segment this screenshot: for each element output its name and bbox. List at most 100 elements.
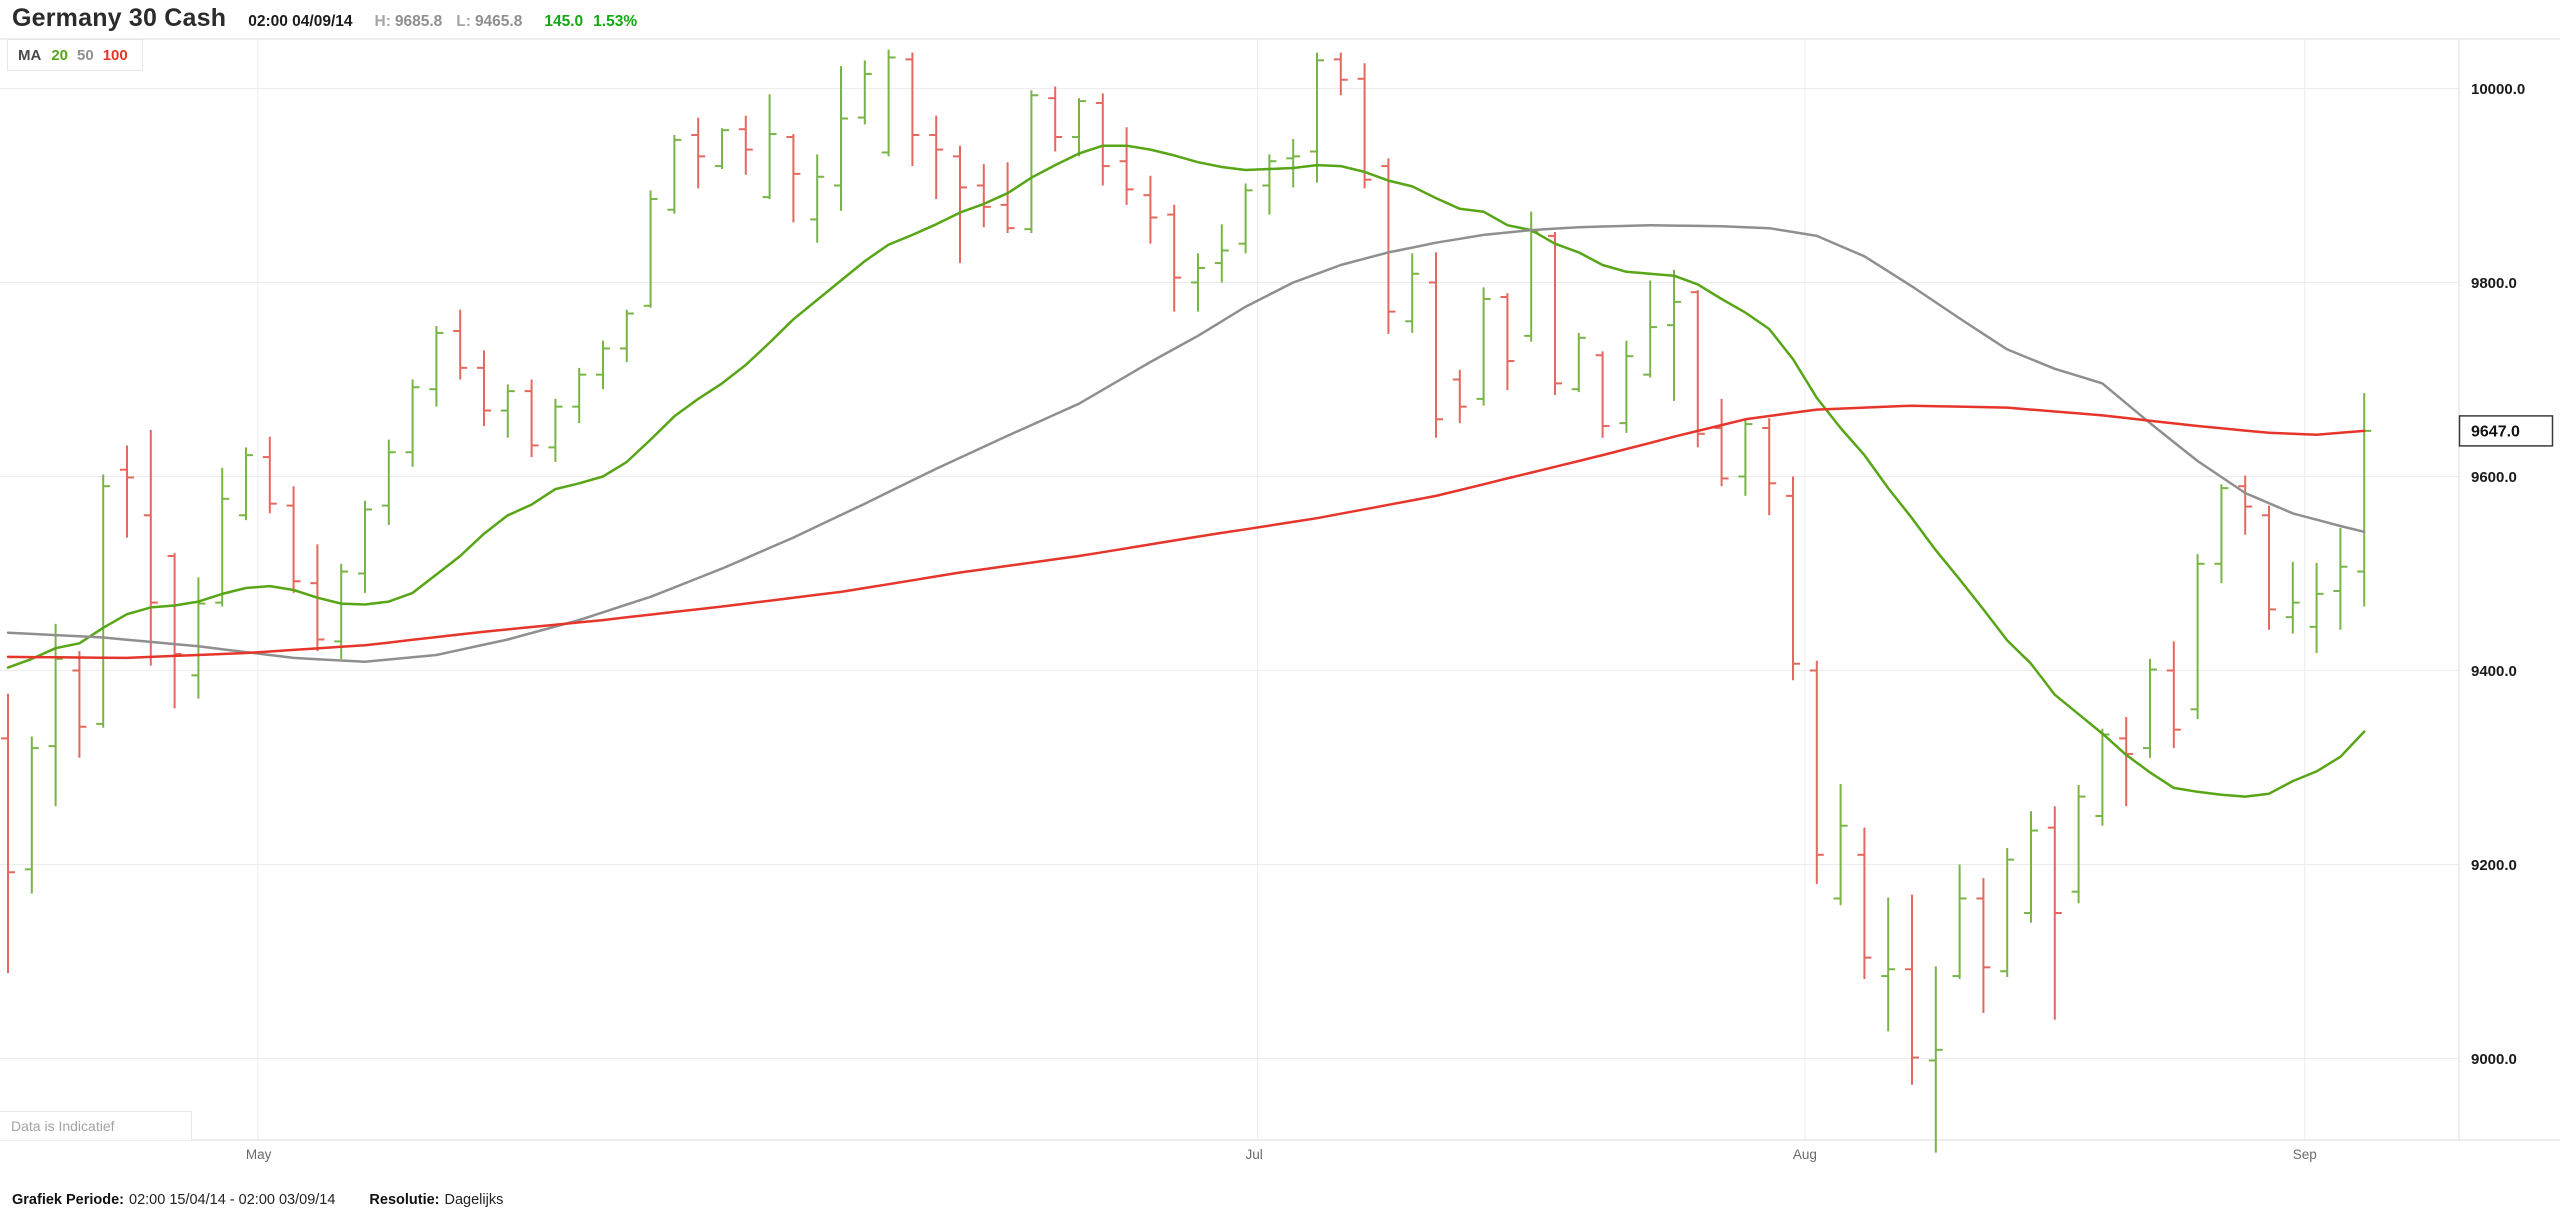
ohlc-bar <box>1881 897 1896 1032</box>
ohlc-bar <box>48 623 63 807</box>
ohlc-bar <box>929 115 944 200</box>
chart-header: Germany 30 Cash 02:00 04/09/14 H: 9685.8… <box>12 4 637 33</box>
ohlc-bar <box>262 436 277 514</box>
ohlc-bar <box>1262 154 1277 215</box>
ohlc-bar <box>2214 484 2229 584</box>
x-axis-label: Jul <box>1246 1147 1263 1162</box>
high-value: 9685.8 <box>394 13 443 30</box>
ohlc-bar <box>1809 660 1824 884</box>
y-axis-label: 9200.0 <box>2471 857 2517 874</box>
ohlc-bar <box>1191 253 1205 312</box>
ohlc-bar <box>2333 527 2348 630</box>
ohlc-bar <box>2357 393 2372 607</box>
y-axis-label: 9000.0 <box>2471 1051 2517 1068</box>
bar-timestamp: 02:00 04/09/14 <box>248 13 353 30</box>
ma-legend-label: MA <box>18 46 42 64</box>
ohlc-bar <box>976 164 991 228</box>
x-axis-label: Sep <box>2293 1147 2317 1162</box>
ma100-line <box>6 404 2366 660</box>
ohlc-bar <box>286 486 301 593</box>
low-value: 9465.8 <box>474 13 523 30</box>
ohlc-bar <box>810 154 825 243</box>
ohlc-bar <box>1333 52 1348 96</box>
ohlc-bar <box>1048 86 1063 152</box>
ohlc-bar <box>1905 894 1919 1085</box>
ohlc-bar <box>1571 332 1586 393</box>
ohlc-bar <box>72 651 87 758</box>
change-percent: 1.53% <box>593 13 638 30</box>
ohlc-bar <box>572 367 587 424</box>
high-label: H: <box>374 13 391 30</box>
ohlc-bar <box>1143 175 1158 244</box>
ohlc-bar <box>691 117 706 189</box>
x-axis-label: Aug <box>1793 1147 1817 1162</box>
instrument-title: Germany 30 Cash <box>12 4 227 32</box>
period-value: 02:00 15/04/14 - 02:00 03/09/14 <box>129 1192 336 1208</box>
ohlc-bar <box>1238 183 1253 254</box>
last-price-tag <box>2458 415 2554 447</box>
ohlc-bar <box>2166 641 2181 749</box>
ohlc-bar <box>1595 351 1610 438</box>
ohlc-bar <box>905 52 920 167</box>
ohlc-bar <box>2000 848 2015 978</box>
ohlc-bar <box>167 553 182 709</box>
ohlc-bar <box>548 398 563 462</box>
ohlc-bar <box>1357 63 1372 189</box>
ohlc-bar <box>453 309 468 380</box>
ohlc-bar <box>1452 369 1467 424</box>
ohlc-bar <box>1095 93 1110 186</box>
ma20-line <box>6 144 2366 798</box>
y-axis-label: 9600.0 <box>2471 469 2517 486</box>
ohlc-bar <box>500 384 515 438</box>
ma50-legend-item[interactable]: 50 <box>77 46 94 64</box>
ohlc-bar <box>1714 398 1729 487</box>
ohlc-bar <box>2190 554 2205 720</box>
last-price-value: 9647.0 <box>2471 423 2520 440</box>
ohlc-bar <box>1476 287 1491 406</box>
ohlc-bar <box>191 577 206 699</box>
ohlc-bar <box>215 467 230 607</box>
ohlc-bar <box>1167 204 1182 312</box>
ohlc-bar <box>1738 418 1753 496</box>
ohlc-bar <box>2309 562 2324 654</box>
ohlc-bar <box>358 500 372 593</box>
ohlc-bar <box>24 736 39 894</box>
ohlc-bar <box>786 134 801 223</box>
ohlc-bar <box>120 445 134 538</box>
ohlc-bar <box>1643 280 1658 378</box>
ohlc-bar <box>2071 784 2086 904</box>
ma100-legend-item[interactable]: 100 <box>102 46 128 64</box>
ohlc-bar <box>2285 561 2300 634</box>
ohlc-bar <box>619 309 634 363</box>
ohlc-bar <box>1024 90 1039 234</box>
ohlc-bar <box>1857 827 1872 979</box>
ohlc-bar <box>1429 252 1443 438</box>
ohlc-bar <box>1928 966 1943 1153</box>
ohlc-bar <box>1072 98 1086 157</box>
ohlc-bar <box>1381 158 1396 334</box>
ohlc-bar <box>2238 475 2253 535</box>
ma20-legend-item[interactable]: 20 <box>51 46 69 64</box>
y-axis-label: 9400.0 <box>2471 663 2517 680</box>
low-label: L: <box>456 13 471 30</box>
chart-footer: Grafiek Periode: 02:00 15/04/14 - 02:00 … <box>12 1192 503 1208</box>
period-label: Grafiek Periode: <box>12 1192 125 1208</box>
ohlc-bar <box>477 350 491 427</box>
ohlc-bar <box>1405 253 1420 333</box>
ohlc-bar <box>1833 783 1848 906</box>
ohlc-bar <box>1952 864 1967 979</box>
ohlc-bar <box>738 115 753 175</box>
ohlc-bar <box>715 128 729 169</box>
ohlc-bar <box>405 379 420 467</box>
x-axis-label: May <box>246 1147 272 1162</box>
ohlc-bar <box>429 326 444 407</box>
ma-legend[interactable]: MA 20 50 100 <box>7 39 143 71</box>
ohlc-bar <box>1548 232 1562 396</box>
ohlc-bar <box>953 145 967 264</box>
ohlc-bar <box>1976 878 1991 1013</box>
ohlc-bar <box>381 439 396 525</box>
ohlc-bar <box>1 693 15 974</box>
ohlc-bar <box>1214 224 1229 283</box>
ohlc-bar <box>643 190 658 308</box>
